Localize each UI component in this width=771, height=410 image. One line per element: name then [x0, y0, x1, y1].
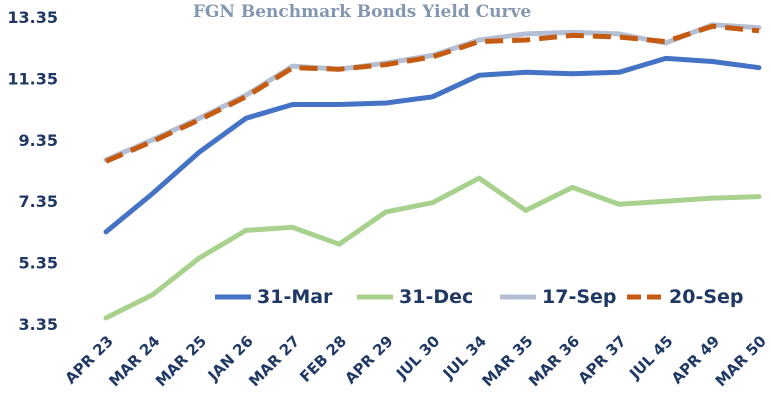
- y-tick-label: 5.35: [19, 254, 58, 273]
- legend: 31-Mar 31-Dec 17-Sep 20-Sep: [215, 286, 744, 308]
- series-line-31-dec: [103, 175, 762, 321]
- x-tick-label: MAR 50: [712, 332, 770, 390]
- x-tick-label: JUL 30: [392, 332, 443, 383]
- y-tick-label: 3.35: [19, 315, 58, 334]
- legend-label-20-sep: 20-Sep: [669, 286, 744, 308]
- series-line-31-mar: [103, 55, 762, 235]
- x-tick-label: MAR 27: [245, 332, 303, 390]
- legend-label-31-mar: 31-Mar: [257, 286, 333, 308]
- x-tick-label: MAR 25: [152, 332, 210, 390]
- series-line-17-sep: [103, 22, 762, 163]
- x-tick-label: APR 37: [575, 332, 630, 387]
- y-tick-label: 11.35: [7, 69, 58, 88]
- y-tick-label: 9.35: [19, 131, 58, 150]
- y-tick-label: 13.35: [7, 8, 58, 27]
- y-tick-label: 7.35: [19, 192, 58, 211]
- x-tick-label: FEB 28: [296, 332, 350, 386]
- legend-label-17-sep: 17-Sep: [542, 286, 617, 308]
- x-tick-label: APR 29: [341, 332, 396, 387]
- series-line-20-sep: [105, 23, 760, 164]
- legend-label-31-dec: 31-Dec: [399, 286, 473, 308]
- series-lines: [103, 22, 762, 321]
- chart-title: FGN Benchmark Bonds Yield Curve: [193, 2, 531, 22]
- y-axis: 3.35 5.35 7.35 9.35 11.35 13.35: [7, 8, 58, 334]
- x-tick-label: MAR 36: [525, 332, 583, 390]
